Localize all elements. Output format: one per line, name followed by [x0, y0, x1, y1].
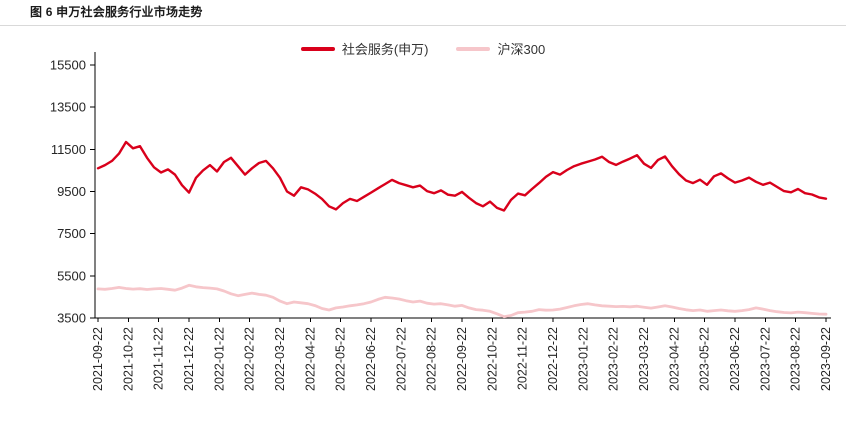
svg-text:13500: 13500 [50, 100, 86, 115]
legend-swatch-hs300 [456, 46, 491, 51]
svg-text:2022-04-22: 2022-04-22 [303, 327, 317, 391]
svg-text:2021-12-22: 2021-12-22 [182, 327, 196, 391]
svg-text:2023-04-22: 2023-04-22 [667, 327, 681, 391]
svg-text:2023-06-22: 2023-06-22 [728, 327, 742, 391]
svg-text:2023-07-22: 2023-07-22 [758, 327, 772, 391]
svg-text:11500: 11500 [51, 142, 86, 157]
svg-text:2022-07-22: 2022-07-22 [394, 327, 408, 391]
svg-text:2022-01-22: 2022-01-22 [212, 327, 226, 391]
chart-legend: 社会服务(申万) 沪深300 [0, 39, 846, 58]
svg-text:2022-09-22: 2022-09-22 [455, 327, 469, 391]
svg-text:2022-05-22: 2022-05-22 [334, 327, 348, 391]
svg-text:7500: 7500 [57, 226, 86, 241]
line-chart: 社会服务(申万) 沪深300 3500 5500 7500 9500 11500 1350… [0, 26, 846, 438]
svg-text:2023-03-22: 2023-03-22 [637, 327, 651, 391]
svg-text:2021-11-22: 2021-11-22 [152, 327, 166, 390]
legend-label-social-services: 社会服务(申万) [341, 42, 429, 57]
svg-text:2022-12-22: 2022-12-22 [546, 327, 560, 391]
svg-text:2023-02-22: 2023-02-22 [607, 327, 621, 391]
svg-text:2022-11-22: 2022-11-22 [516, 327, 530, 390]
svg-text:9500: 9500 [57, 184, 86, 199]
svg-text:2023-01-22: 2023-01-22 [576, 327, 590, 391]
svg-text:15500: 15500 [50, 58, 86, 73]
legend-label-hs300: 沪深300 [497, 42, 546, 57]
svg-text:2022-10-22: 2022-10-22 [485, 327, 499, 391]
svg-text:2022-02-22: 2022-02-22 [243, 327, 257, 391]
svg-text:2022-08-22: 2022-08-22 [425, 327, 439, 391]
svg-text:2022-06-22: 2022-06-22 [364, 327, 378, 391]
svg-text:2023-08-22: 2023-08-22 [789, 327, 803, 391]
legend-swatch-social-services [300, 46, 335, 51]
figure-title: 图 6 申万社会服务行业市场走势 [30, 5, 203, 19]
svg-text:5500: 5500 [57, 268, 86, 283]
legend-item-hs300[interactable]: 沪深300 [456, 39, 545, 58]
legend-item-social-services[interactable]: 社会服务(申万) [300, 39, 429, 58]
svg-text:2021-10-22: 2021-10-22 [121, 327, 135, 391]
svg-text:2021-09-22: 2021-09-22 [91, 327, 105, 391]
svg-text:2023-05-22: 2023-05-22 [698, 327, 712, 391]
svg-text:2022-03-22: 2022-03-22 [273, 327, 287, 391]
svg-text:2023-09-22: 2023-09-22 [819, 327, 833, 391]
chart-canvas: 3500 5500 7500 9500 11500 13500 15500 2021-09-2… [50, 52, 833, 391]
svg-text:3500: 3500 [57, 311, 86, 326]
figure-header: 图 6 申万社会服务行业市场走势 [0, 0, 846, 26]
